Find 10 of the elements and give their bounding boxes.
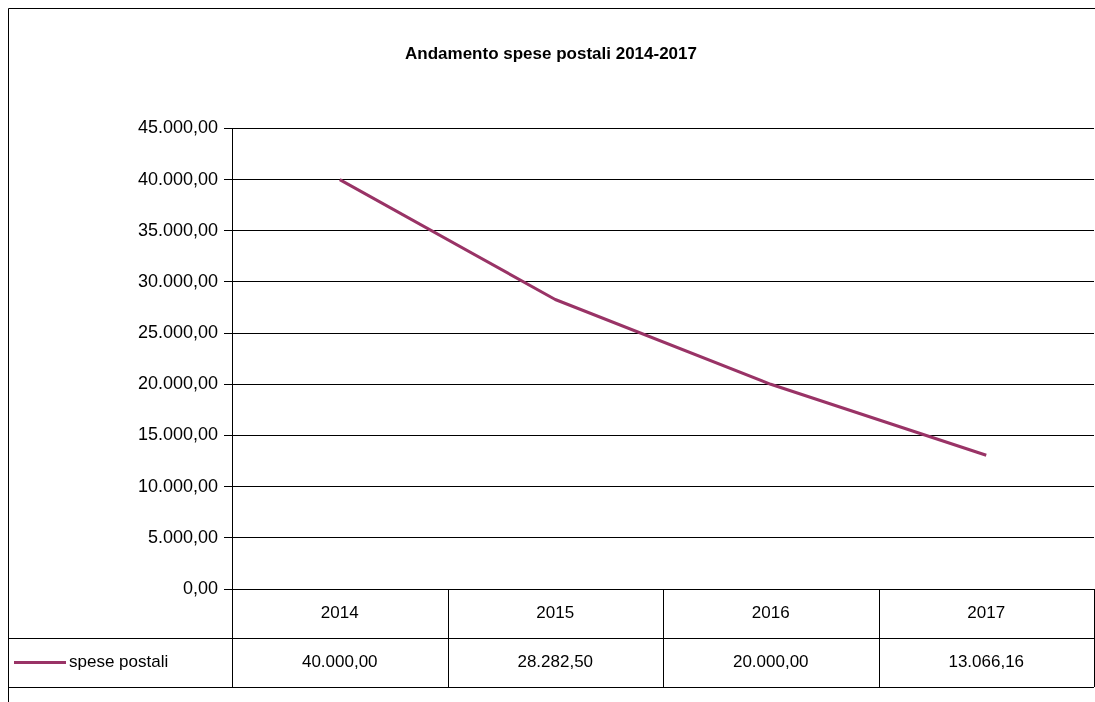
y-tick-label: 45.000,00 (137, 117, 218, 138)
chart-title: Andamento spese postali 2014-2017 (405, 43, 697, 63)
y-tick-label: 5.000,00 (147, 526, 218, 547)
y-tick-label: 35.000,00 (137, 219, 218, 240)
y-tick-label: 25.000,00 (137, 322, 218, 343)
y-tick-label: 15.000,00 (137, 424, 218, 445)
y-tick-label: 20.000,00 (137, 373, 218, 394)
y-tick-label: 10.000,00 (137, 475, 218, 496)
y-tick-label: 40.000,00 (137, 168, 218, 189)
y-tick-label: 30.000,00 (137, 270, 218, 291)
